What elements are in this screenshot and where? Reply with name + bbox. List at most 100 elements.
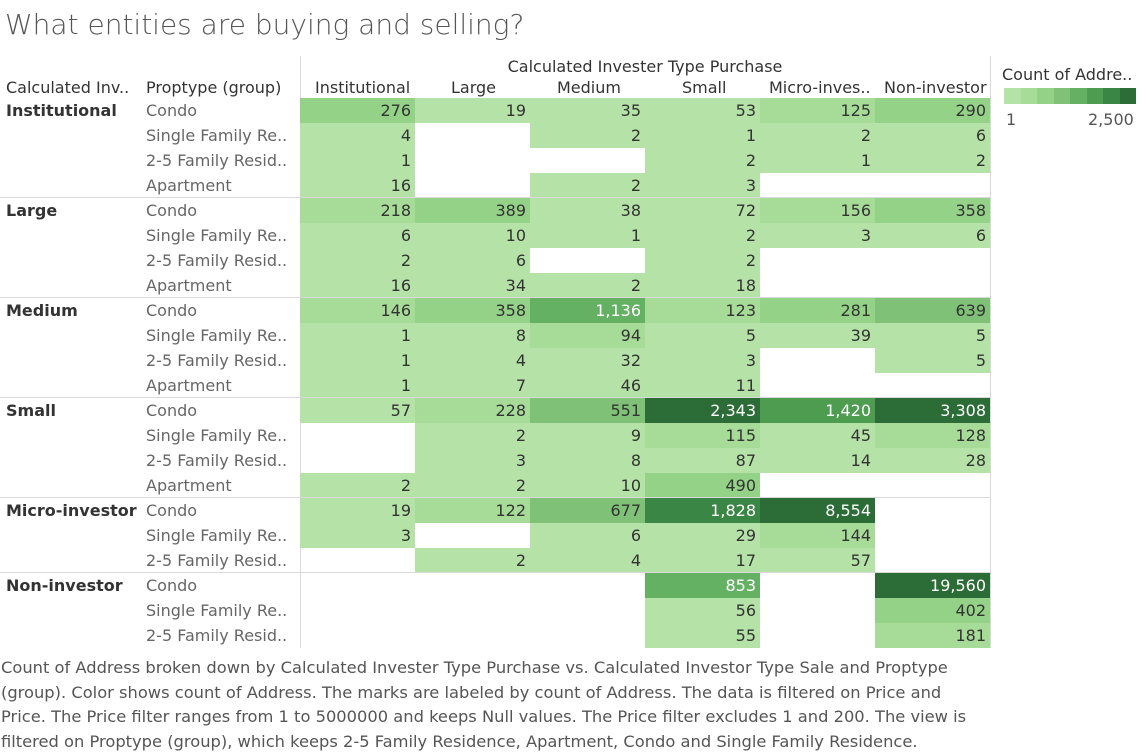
row-proptype-label: Single Family Re.. bbox=[146, 126, 287, 145]
cell-value-label: 125 bbox=[840, 101, 871, 120]
legend-max-label: 2,500 bbox=[1088, 110, 1134, 129]
row-proptype-label: Single Family Re.. bbox=[146, 601, 287, 620]
row-proptype-label: 2-5 Family Resid.. bbox=[146, 351, 287, 370]
heatmap-cell[interactable] bbox=[530, 123, 645, 148]
cell-value-label: 45 bbox=[851, 426, 871, 445]
heatmap-cell[interactable] bbox=[300, 123, 415, 148]
heatmap-cell[interactable] bbox=[415, 373, 530, 398]
cell-value-label: 10 bbox=[506, 226, 526, 245]
heatmap-cell[interactable] bbox=[645, 148, 760, 173]
cell-value-label: 1 bbox=[746, 126, 756, 145]
heatmap-cell[interactable] bbox=[645, 323, 760, 348]
heatmap-cell[interactable] bbox=[530, 423, 645, 448]
heatmap-cell[interactable] bbox=[300, 473, 415, 498]
heatmap-cell[interactable] bbox=[530, 173, 645, 198]
cell-value-label: 8 bbox=[516, 326, 526, 345]
cell-value-label: 639 bbox=[955, 301, 986, 320]
row-proptype-label: Single Family Re.. bbox=[146, 526, 287, 545]
legend-swatch bbox=[1070, 88, 1087, 104]
heatmap-cell[interactable] bbox=[645, 173, 760, 198]
heatmap-cell[interactable] bbox=[300, 523, 415, 548]
cell-value-label: 6 bbox=[631, 526, 641, 545]
row-proptype-label: 2-5 Family Resid.. bbox=[146, 451, 287, 470]
row-proptype-label: Condo bbox=[146, 101, 197, 120]
heatmap-cell[interactable] bbox=[530, 548, 645, 573]
cell-value-label: 6 bbox=[976, 126, 986, 145]
heatmap-cell[interactable] bbox=[645, 223, 760, 248]
legend-swatch bbox=[1103, 88, 1120, 104]
cell-value-label: 551 bbox=[610, 401, 641, 420]
heatmap-cell[interactable] bbox=[760, 123, 875, 148]
cell-value-label: 5 bbox=[976, 351, 986, 370]
cell-value-label: 2,343 bbox=[710, 401, 756, 420]
cell-value-label: 6 bbox=[516, 251, 526, 270]
cell-value-label: 35 bbox=[621, 101, 641, 120]
cell-value-label: 4 bbox=[401, 126, 411, 145]
cell-value-label: 3 bbox=[516, 451, 526, 470]
cell-value-label: 2 bbox=[746, 226, 756, 245]
heatmap-cell[interactable] bbox=[300, 148, 415, 173]
cell-value-label: 128 bbox=[955, 426, 986, 445]
cell-value-label: 2 bbox=[631, 176, 641, 195]
heatmap-cell[interactable] bbox=[875, 348, 990, 373]
cell-value-label: 29 bbox=[736, 526, 756, 545]
heatmap-cell[interactable] bbox=[645, 348, 760, 373]
row-group-label: Non-investor bbox=[6, 576, 123, 595]
cell-value-label: 1 bbox=[401, 351, 411, 370]
cell-value-label: 115 bbox=[725, 426, 756, 445]
heatmap-cell[interactable] bbox=[760, 223, 875, 248]
heatmap-cell[interactable] bbox=[875, 323, 990, 348]
heatmap-cell[interactable] bbox=[415, 248, 530, 273]
cell-value-label: 4 bbox=[516, 351, 526, 370]
cell-value-label: 1,420 bbox=[825, 401, 871, 420]
heatmap-cell[interactable] bbox=[645, 248, 760, 273]
heatmap-cell[interactable] bbox=[415, 473, 530, 498]
heatmap-cell[interactable] bbox=[300, 348, 415, 373]
cell-value-label: 156 bbox=[840, 201, 871, 220]
cell-value-label: 19 bbox=[391, 501, 411, 520]
cell-value-label: 17 bbox=[736, 551, 756, 570]
row-proptype-label: Single Family Re.. bbox=[146, 226, 287, 245]
cell-value-label: 677 bbox=[610, 501, 641, 520]
heatmap-cell[interactable] bbox=[645, 123, 760, 148]
cell-value-label: 2 bbox=[631, 126, 641, 145]
heatmap-cell[interactable] bbox=[415, 448, 530, 473]
cell-value-label: 8,554 bbox=[825, 501, 871, 520]
heatmap-cell[interactable] bbox=[415, 548, 530, 573]
heatmap-cell[interactable] bbox=[530, 448, 645, 473]
cell-value-label: 358 bbox=[495, 301, 526, 320]
cell-value-label: 46 bbox=[621, 376, 641, 395]
cell-value-label: 146 bbox=[380, 301, 411, 320]
heatmap-cell[interactable] bbox=[875, 223, 990, 248]
cell-value-label: 39 bbox=[851, 326, 871, 345]
cell-value-label: 5 bbox=[976, 326, 986, 345]
heatmap-cell[interactable] bbox=[300, 223, 415, 248]
heatmap-cell[interactable] bbox=[300, 248, 415, 273]
heatmap-cell[interactable] bbox=[415, 323, 530, 348]
legend-swatch bbox=[1004, 88, 1021, 104]
heatmap-cell[interactable] bbox=[530, 523, 645, 548]
heatmap-cell[interactable] bbox=[415, 423, 530, 448]
cell-value-label: 2 bbox=[401, 251, 411, 270]
cell-value-label: 19 bbox=[506, 101, 526, 120]
row-proptype-label: Condo bbox=[146, 201, 197, 220]
cell-value-label: 18 bbox=[736, 276, 756, 295]
cell-value-label: 2 bbox=[861, 126, 871, 145]
heatmap-cell[interactable] bbox=[300, 373, 415, 398]
heatmap-cell[interactable] bbox=[760, 148, 875, 173]
cell-value-label: 3,308 bbox=[940, 401, 986, 420]
heatmap-cell[interactable] bbox=[300, 323, 415, 348]
heatmap-cell[interactable] bbox=[530, 273, 645, 298]
cell-value-label: 38 bbox=[621, 201, 641, 220]
cell-value-label: 10 bbox=[621, 476, 641, 495]
heatmap-cell[interactable] bbox=[530, 223, 645, 248]
row-proptype-label: Condo bbox=[146, 576, 197, 595]
heatmap-cell[interactable] bbox=[875, 123, 990, 148]
row-proptype-label: 2-5 Family Resid.. bbox=[146, 626, 287, 645]
cell-value-label: 2 bbox=[516, 551, 526, 570]
row-proptype-label: Condo bbox=[146, 301, 197, 320]
heatmap-cell[interactable] bbox=[875, 148, 990, 173]
cell-value-label: 1 bbox=[631, 226, 641, 245]
row-proptype-label: Single Family Re.. bbox=[146, 426, 287, 445]
heatmap-cell[interactable] bbox=[415, 348, 530, 373]
